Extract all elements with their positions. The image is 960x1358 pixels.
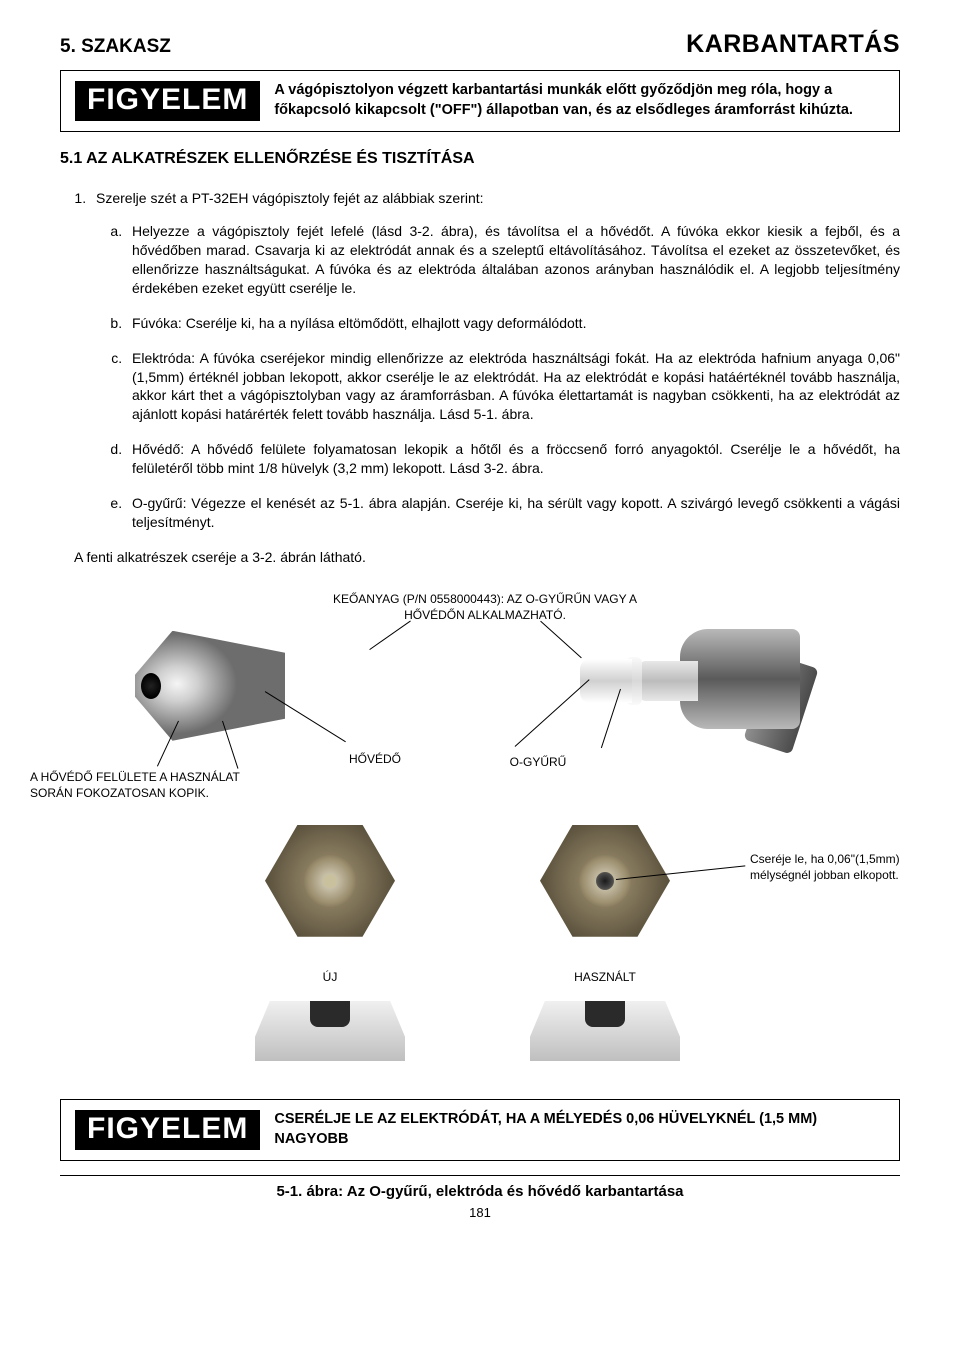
caution-text: A vágópisztolyon végzett karbantartási m… xyxy=(274,81,885,120)
letter-list: Helyezze a vágópisztoly fejét lefelé (lá… xyxy=(96,222,900,532)
electrode-used xyxy=(530,806,680,956)
figure-caption: 5-1. ábra: Az O-gyűrű, elektróda és hővé… xyxy=(60,1175,900,1202)
figure-illustration: KEŐANYAG (P/N 0558000443): AZ O-GYŰRŰN V… xyxy=(60,591,900,1091)
main-ordered-list: Szerelje szét a PT-32EH vágópisztoly fej… xyxy=(60,189,900,531)
subsection-heading: 5.1 AZ ALKATRÉSZEK ELLENŐRZÉSE ÉS TISZTÍ… xyxy=(60,148,900,170)
caution-badge: FIGYELEM xyxy=(75,81,260,121)
list-item: Fúvóka: Cserélje ki, ha a nyílása eltömő… xyxy=(126,314,900,333)
electrode-side-used xyxy=(530,1001,680,1061)
caution-box-bottom: FIGYELEM CSERÉLJE LE AZ ELEKTRÓDÁT, HA A… xyxy=(60,1099,900,1161)
label-replace-note: Cseréje le, ha 0,06"(1,5mm) mélységnél j… xyxy=(750,851,920,883)
section-label: 5. SZAKASZ xyxy=(60,34,171,60)
caution-text: CSERÉLJE LE AZ ELEKTRÓDÁT, HA A MÉLYEDÉS… xyxy=(274,1110,885,1149)
list-item: Helyezze a vágópisztoly fejét lefelé (lá… xyxy=(126,222,900,298)
caution-badge: FIGYELEM xyxy=(75,1110,260,1150)
page-header: 5. SZAKASZ KARBANTARTÁS xyxy=(60,28,900,62)
caution-box-top: FIGYELEM A vágópisztolyon végzett karban… xyxy=(60,70,900,132)
label-heatshield: HŐVÉDŐ xyxy=(335,751,415,767)
list-item: Elektróda: A fúvóka cseréjekor mindig el… xyxy=(126,349,900,425)
label-heatshield-worn: A HŐVÉDŐ FELÜLETE A HASZNÁLAT SORÁN FOKO… xyxy=(30,769,260,801)
list-item: Szerelje szét a PT-32EH vágópisztoly fej… xyxy=(90,189,900,531)
label-used: HASZNÁLT xyxy=(560,969,650,985)
label-new: ÚJ xyxy=(305,969,355,985)
electrode-new xyxy=(255,806,405,956)
page-number: 181 xyxy=(60,1204,900,1222)
electrode-side-new xyxy=(255,1001,405,1061)
torch-graphic xyxy=(580,609,800,749)
list-item: Hővédő: A hővédő felülete folyamatosan l… xyxy=(126,440,900,478)
heatshield-graphic xyxy=(135,621,285,751)
list-intro: Szerelje szét a PT-32EH vágópisztoly fej… xyxy=(96,189,900,208)
list-item: O-gyűrű: Végezze el kenését az 5-1. ábra… xyxy=(126,494,900,532)
label-oring: O-GYŰRŰ xyxy=(498,754,578,770)
section-title: KARBANTARTÁS xyxy=(686,28,900,62)
body-note: A fenti alkatrészek cseréje a 3-2. ábrán… xyxy=(74,548,900,567)
